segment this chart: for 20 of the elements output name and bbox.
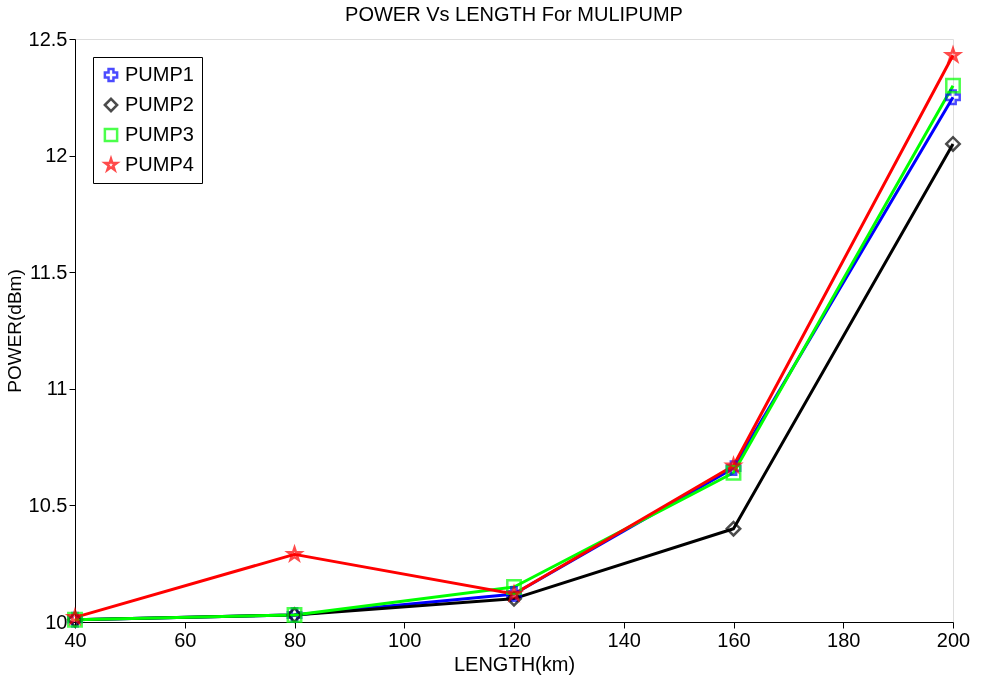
y-tick-label: 12.5 [28, 27, 68, 50]
legend-label: PUMP2 [125, 93, 194, 115]
y-axis-title: POWER(dBm) [3, 269, 25, 393]
legend-label: PUMP1 [125, 63, 194, 85]
x-tick-label: 200 [936, 628, 971, 651]
legend-label: PUMP4 [125, 153, 194, 175]
x-tick-label: 80 [283, 628, 307, 651]
x-tick-label: 100 [388, 628, 422, 651]
x-tick-label: 140 [607, 628, 641, 651]
y-tick-label: 11 [46, 377, 68, 400]
x-tick-label: 160 [717, 628, 751, 651]
x-axis-title: LENGTH(km) [453, 652, 576, 675]
y-tick-label: 10.5 [28, 493, 68, 516]
y-tick-label: 11.5 [30, 260, 68, 283]
chart-title: POWER Vs LENGTH For MULIPUMP [345, 3, 683, 25]
x-tick-label: 120 [497, 628, 532, 651]
x-tick-label: 60 [174, 628, 197, 651]
legend-label: PUMP3 [125, 123, 194, 145]
y-tick-label: 12 [45, 144, 68, 167]
x-tick-label: 180 [827, 628, 861, 651]
